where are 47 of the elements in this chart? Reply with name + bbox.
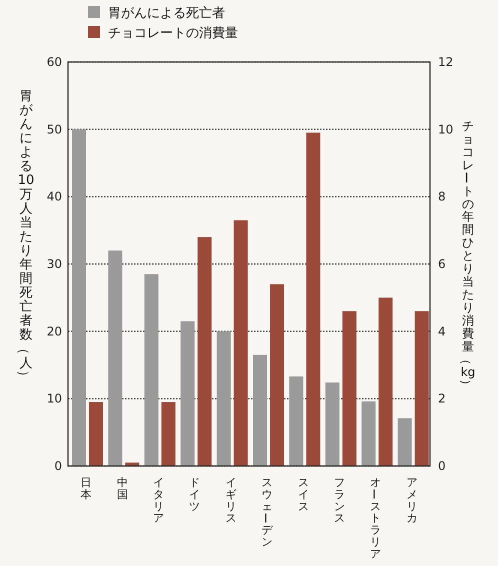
x-tick-label: オーストラリア bbox=[367, 476, 382, 560]
legend-label: チョコレートの消費量 bbox=[108, 26, 238, 41]
bar bbox=[180, 321, 195, 466]
y2-tick-label: 0 bbox=[438, 459, 446, 473]
bar bbox=[161, 402, 176, 466]
bar bbox=[198, 237, 212, 466]
bar bbox=[216, 331, 231, 466]
bar bbox=[414, 311, 429, 466]
y-tick-label: 30 bbox=[46, 257, 62, 271]
bar bbox=[72, 129, 86, 466]
y-tick-label: 50 bbox=[46, 122, 62, 136]
bar bbox=[325, 382, 340, 466]
bar bbox=[89, 402, 103, 466]
x-tick-label: 中国 bbox=[116, 476, 128, 501]
x-tick-label: スウェーデン bbox=[258, 476, 274, 548]
bar bbox=[362, 401, 376, 466]
y2-tick-label: 8 bbox=[438, 190, 446, 204]
y2-tick-label: 12 bbox=[438, 55, 454, 69]
bar bbox=[398, 418, 412, 466]
bar bbox=[144, 274, 158, 466]
bar bbox=[270, 284, 284, 466]
bar bbox=[108, 250, 122, 466]
x-tick-label: イタリア bbox=[153, 476, 164, 525]
text: 胃がんによる10万人当たり年間死亡者数（人） bbox=[16, 89, 34, 383]
bar bbox=[289, 376, 304, 466]
x-tick-label: ドイツ bbox=[189, 476, 200, 513]
y2-tick-label: 6 bbox=[438, 257, 446, 271]
bar bbox=[253, 354, 267, 466]
y-tick-label: 0 bbox=[54, 459, 62, 473]
bar bbox=[306, 132, 320, 466]
y-tick-label: 60 bbox=[46, 55, 62, 69]
y-tick-label: 40 bbox=[46, 190, 62, 204]
legend-label: 胃がんによる死亡者 bbox=[108, 5, 225, 21]
y2-tick-label: 2 bbox=[438, 392, 446, 406]
x-tick-label: 日本 bbox=[80, 476, 92, 501]
x-tick-label: スイス bbox=[298, 476, 309, 513]
x-tick-label: イギリス bbox=[225, 476, 236, 525]
bar bbox=[234, 220, 248, 466]
text: チョコレートの年間ひとり当たり消費量（kg） bbox=[459, 119, 476, 391]
x-tick-label: アメリカ bbox=[406, 476, 418, 525]
y-tick-label: 10 bbox=[46, 392, 62, 406]
bar bbox=[378, 298, 393, 466]
y2-tick-label: 4 bbox=[438, 324, 446, 338]
x-tick-label: フランス bbox=[334, 476, 345, 525]
y-tick-label: 20 bbox=[46, 324, 62, 338]
bar bbox=[342, 311, 356, 466]
y2-tick-label: 10 bbox=[438, 122, 454, 136]
